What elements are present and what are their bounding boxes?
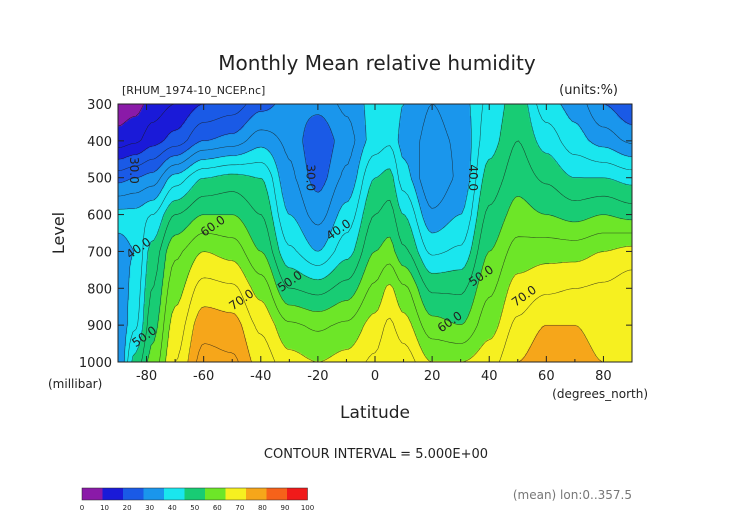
colorbar-swatch — [246, 488, 267, 500]
colorbar-frame — [81, 487, 308, 501]
colorbar-swatch — [102, 488, 123, 500]
y-tick-label: 300 — [87, 98, 112, 113]
colorbar: 0 10 20 30 40 50 60 70 80 90 100 — [80, 487, 314, 512]
y-tick-label: 700 — [87, 245, 112, 260]
file-label: [RHUM_1974-10_NCEP.nc] — [122, 84, 265, 97]
x-tick-label: 80 — [595, 369, 612, 384]
x-axis-unit: (degrees_north) — [552, 387, 648, 401]
x-tick-label: 40 — [481, 369, 498, 384]
contour-line — [141, 140, 633, 363]
y-axis-unit: (millibar) — [48, 377, 102, 391]
contour-line — [117, 103, 633, 193]
contour-line — [147, 195, 633, 363]
colorbar-tick-label: 40 — [168, 504, 177, 512]
contour-line — [174, 269, 633, 363]
y-tick-label: 600 — [87, 209, 112, 224]
contour-line — [117, 103, 633, 363]
contour-line — [117, 103, 247, 172]
x-tick-label: -40 — [250, 369, 271, 384]
contour-line — [159, 232, 632, 363]
units-label: (units:%) — [559, 83, 618, 98]
colorbar-swatch — [123, 488, 144, 500]
plot-area: 30.040.050.060.070.050.030.040.060.040.0… — [117, 103, 633, 363]
contour-label: 30.0 — [303, 164, 317, 191]
x-axis-label: Latitude — [340, 403, 410, 423]
contour-line — [187, 306, 603, 363]
contour-lines — [117, 103, 633, 363]
colorbar-tick-label: 20 — [123, 504, 132, 512]
colorbar-tick-label: 10 — [100, 504, 109, 512]
colorbar-swatch — [82, 488, 103, 500]
longitude-range-text: (mean) lon:0..357.5 — [513, 488, 632, 502]
colorbar-tick-label: 0 — [80, 504, 84, 512]
colorbar-tick-label: 90 — [280, 504, 289, 512]
y-axis: 300 400 500 600 700 800 900 1000 — [79, 98, 632, 371]
humidity-field — [118, 104, 632, 362]
x-tick-label: -20 — [307, 369, 328, 384]
contour-label: 30.0 — [127, 157, 141, 184]
y-axis-label: Level — [49, 212, 68, 254]
colorbar-swatch — [184, 488, 205, 500]
x-tick-label: 60 — [538, 369, 555, 384]
contour-interval-text: CONTOUR INTERVAL = 5.000E+00 — [264, 447, 488, 462]
colorbar-tick-label: 30 — [145, 504, 154, 512]
x-axis: -80 -60 -40 -20 0 20 40 60 80 — [117, 104, 633, 384]
y-tick-label: 500 — [87, 172, 112, 187]
contour-line — [117, 103, 144, 127]
contour-line — [165, 245, 633, 363]
contour-line — [127, 103, 633, 363]
contour-line — [196, 343, 239, 363]
x-tick-label: 0 — [371, 369, 379, 384]
x-tick-label: 20 — [424, 369, 441, 384]
contour-line — [117, 103, 175, 149]
y-tick-label: 400 — [87, 135, 112, 150]
colorbar-tick-label: 80 — [258, 504, 267, 512]
colorbar-tick-label: 100 — [301, 504, 314, 512]
colorbar-tick-label: 50 — [190, 504, 199, 512]
contour-label: 40.0 — [466, 164, 480, 191]
contour-line — [117, 103, 633, 226]
y-tick-label: 800 — [87, 282, 112, 297]
x-tick-label: -60 — [193, 369, 214, 384]
colorbar-swatch — [205, 488, 226, 500]
x-tick-label: -80 — [136, 369, 157, 384]
colorbar-tick-label: 70 — [235, 504, 244, 512]
colorbar-swatch — [143, 488, 164, 500]
colorbar-swatch — [287, 488, 308, 500]
colorbar-tick-label: 60 — [213, 504, 222, 512]
contour-line — [117, 103, 205, 160]
contour-line — [131, 103, 633, 363]
colorbar-swatch — [164, 488, 185, 500]
colorbar-swatch — [225, 488, 246, 500]
y-tick-label: 900 — [87, 319, 112, 334]
y-tick-label: 1000 — [79, 356, 112, 371]
chart-title: Monthly Mean relative humidity — [218, 51, 536, 75]
colorbar-swatch — [266, 488, 287, 500]
